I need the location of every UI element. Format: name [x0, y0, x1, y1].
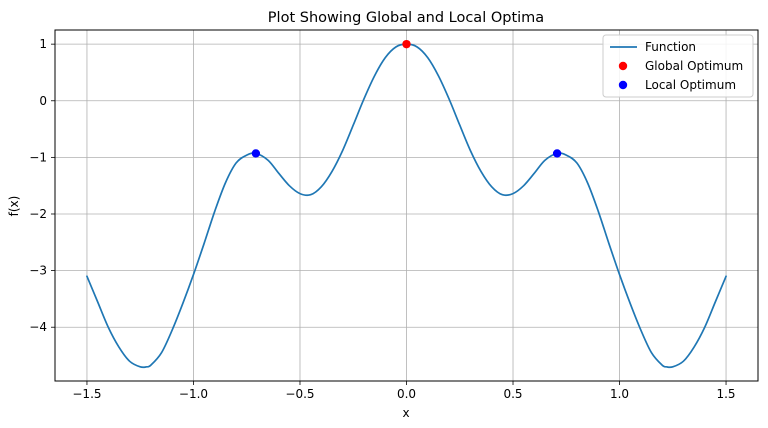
- legend-label-local-optimum: Local Optimum: [645, 78, 736, 92]
- x-axis-ticks: −1.5 −1.0 −0.5 0.0 0.5 1.0 1.5: [72, 381, 736, 401]
- chart-title: Plot Showing Global and Local Optima: [268, 10, 544, 26]
- y-tick-label: 1: [39, 37, 47, 51]
- y-tick-label: −1: [29, 150, 47, 164]
- legend-label-global-optimum: Global Optimum: [645, 59, 743, 73]
- grid: [55, 30, 758, 381]
- y-tick-label: 0: [39, 94, 47, 108]
- point-local-optimum: [552, 149, 562, 158]
- x-tick-label: −0.5: [285, 387, 314, 401]
- legend-label-function: Function: [645, 40, 696, 54]
- legend: Function Global Optimum Local Optimum: [602, 34, 754, 98]
- y-tick-label: −3: [29, 264, 47, 278]
- x-tick-label: 0.0: [397, 387, 416, 401]
- y-axis-label: f(x): [7, 196, 21, 217]
- point-local-optimum: [251, 149, 261, 158]
- point-global-optimum: [402, 39, 411, 49]
- x-tick-label: −1.0: [179, 387, 208, 401]
- y-tick-label: −2: [29, 207, 47, 221]
- legend-box: [602, 34, 754, 98]
- x-tick-label: 1.0: [610, 387, 629, 401]
- series-layer: [86, 39, 727, 369]
- y-axis-ticks: 1 0 −1 −2 −3 −4: [29, 37, 55, 334]
- x-tick-label: 1.5: [716, 387, 735, 401]
- x-axis-label: x: [402, 406, 409, 420]
- x-tick-label: −1.5: [72, 387, 101, 401]
- x-tick-label: 0.5: [503, 387, 522, 401]
- legend-marker-local-optimum: [618, 80, 628, 90]
- y-tick-label: −4: [29, 320, 47, 334]
- legend-marker-global-optimum: [618, 61, 628, 71]
